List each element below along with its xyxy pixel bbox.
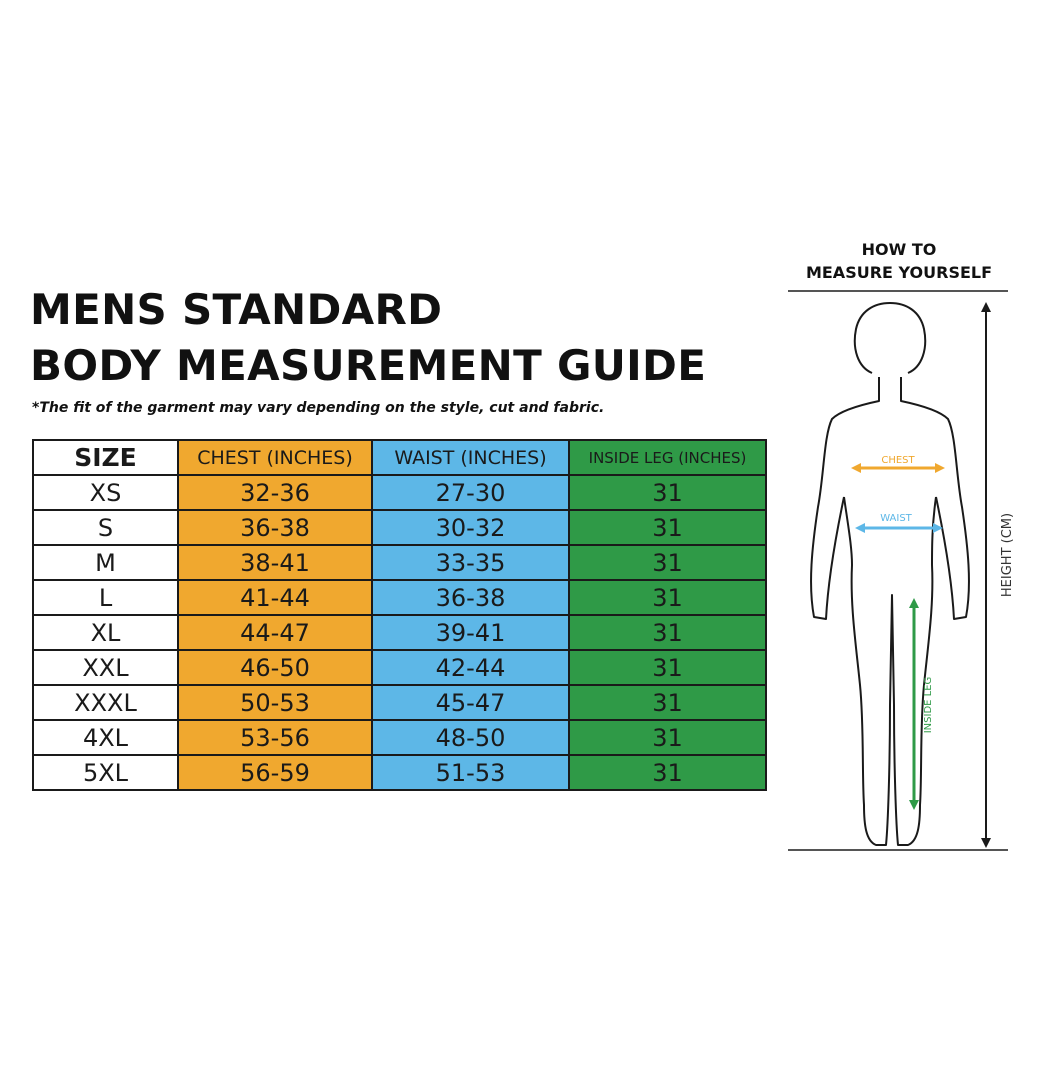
size-cell: S xyxy=(32,509,179,546)
header-size: SIZE xyxy=(32,439,179,476)
chest-cell: 56-59 xyxy=(177,754,373,791)
body-silhouette xyxy=(810,302,970,846)
chest-cell: 41-44 xyxy=(177,579,373,616)
inside-leg-cell: 31 xyxy=(568,649,767,686)
inside-leg-cell: 31 xyxy=(568,754,767,791)
size-cell: 5XL xyxy=(32,754,179,791)
size-cell: XL xyxy=(32,614,179,651)
inside-leg-cell: 31 xyxy=(568,684,767,721)
inside-leg-cell: 31 xyxy=(568,579,767,616)
page-title: MENS STANDARD BODY MEASUREMENT GUIDE xyxy=(30,282,706,394)
chest-cell: 36-38 xyxy=(177,509,373,546)
inside-leg-cell: 31 xyxy=(568,614,767,651)
header-chest: CHEST (INCHES) xyxy=(177,439,373,476)
waist-cell: 45-47 xyxy=(371,684,570,721)
size-cell: 4XL xyxy=(32,719,179,756)
title-line-1: MENS STANDARD xyxy=(30,285,443,334)
inside-leg-cell: 31 xyxy=(568,509,767,546)
size-cell: XXL xyxy=(32,649,179,686)
body-measurement-figure: HEIGHT (CM) CHEST WAIST INSIDE LEG xyxy=(788,290,1015,851)
table-row: XS 32-36 27-30 31 xyxy=(32,474,767,511)
chest-cell: 38-41 xyxy=(177,544,373,581)
waist-cell: 27-30 xyxy=(371,474,570,511)
table-row: 4XL 53-56 48-50 31 xyxy=(32,719,767,756)
chest-cell: 53-56 xyxy=(177,719,373,756)
table-row: XL 44-47 39-41 31 xyxy=(32,614,767,651)
table-row: XXXL 50-53 45-47 31 xyxy=(32,684,767,721)
waist-label: WAIST xyxy=(880,513,912,524)
how-to-measure-heading: HOW TO MEASURE YOURSELF xyxy=(786,238,1012,284)
title-line-2: BODY MEASUREMENT GUIDE xyxy=(30,341,707,390)
table-row: XXL 46-50 42-44 31 xyxy=(32,649,767,686)
chest-cell: 32-36 xyxy=(177,474,373,511)
inside-leg-label: INSIDE LEG xyxy=(923,677,934,734)
inside-leg-cell: 31 xyxy=(568,474,767,511)
size-cell: XXXL xyxy=(32,684,179,721)
size-cell: L xyxy=(32,579,179,616)
height-label: HEIGHT (CM) xyxy=(1000,513,1015,597)
table-row: 5XL 56-59 51-53 31 xyxy=(32,754,767,791)
table-header-row: SIZE CHEST (INCHES) WAIST (INCHES) INSID… xyxy=(32,439,767,476)
chest-cell: 46-50 xyxy=(177,649,373,686)
waist-cell: 30-32 xyxy=(371,509,570,546)
size-chart-table: SIZE CHEST (INCHES) WAIST (INCHES) INSID… xyxy=(32,439,767,791)
waist-cell: 51-53 xyxy=(371,754,570,791)
header-waist: WAIST (INCHES) xyxy=(371,439,570,476)
chest-label: CHEST xyxy=(881,455,915,466)
waist-cell: 39-41 xyxy=(371,614,570,651)
table-row: S 36-38 30-32 31 xyxy=(32,509,767,546)
table-row: M 38-41 33-35 31 xyxy=(32,544,767,581)
table-body: XS 32-36 27-30 31 S 36-38 30-32 31 M 38-… xyxy=(32,474,767,791)
size-cell: XS xyxy=(32,474,179,511)
size-cell: M xyxy=(32,544,179,581)
waist-cell: 42-44 xyxy=(371,649,570,686)
how-to-line-2: MEASURE YOURSELF xyxy=(805,263,993,282)
waist-cell: 36-38 xyxy=(371,579,570,616)
waist-cell: 48-50 xyxy=(371,719,570,756)
chest-cell: 50-53 xyxy=(177,684,373,721)
how-to-line-1: HOW TO xyxy=(861,240,937,259)
chest-cell: 44-47 xyxy=(177,614,373,651)
header-inside-leg: INSIDE LEG (INCHES) xyxy=(568,439,767,476)
inside-leg-cell: 31 xyxy=(568,719,767,756)
table-row: L 41-44 36-38 31 xyxy=(32,579,767,616)
fit-disclaimer: *The fit of the garment may vary dependi… xyxy=(32,400,605,416)
inside-leg-cell: 31 xyxy=(568,544,767,581)
waist-cell: 33-35 xyxy=(371,544,570,581)
